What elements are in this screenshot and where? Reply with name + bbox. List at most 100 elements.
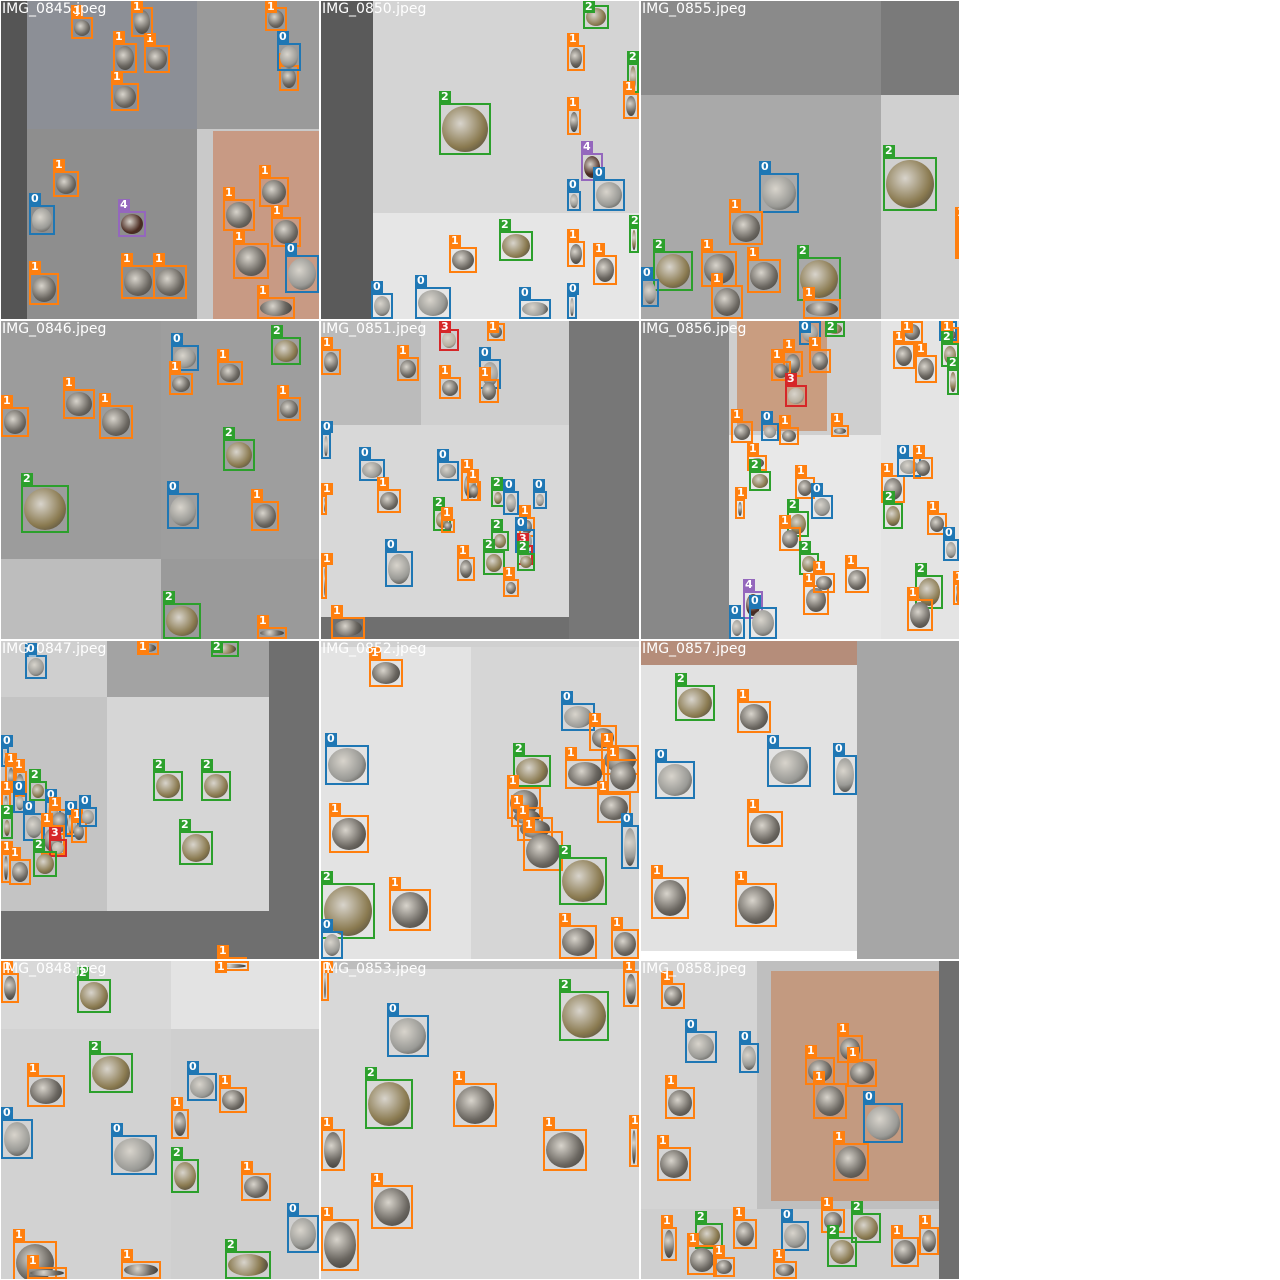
detection-box	[611, 929, 639, 959]
detection-box	[441, 519, 455, 533]
detection-box	[77, 979, 111, 1013]
class-label: 1	[511, 794, 523, 807]
detection-box	[517, 553, 535, 571]
image-tile: 2 1 0 0 0 1 1 1 IMG_0857.jpeg	[641, 641, 959, 959]
class-label: 1	[487, 321, 499, 333]
detection-box	[111, 83, 139, 111]
class-label: 1	[813, 1070, 825, 1083]
coin	[570, 298, 574, 316]
detection-box	[747, 259, 781, 293]
detection-box	[321, 931, 343, 959]
detection-box	[915, 355, 937, 383]
filename-label: IMG_0855.jpeg	[642, 1, 747, 17]
class-label: 1	[955, 207, 959, 219]
coin	[502, 234, 530, 258]
coin	[562, 994, 606, 1038]
class-label: 1	[907, 586, 919, 599]
class-label: 1	[737, 688, 749, 701]
class-label: 1	[397, 344, 409, 357]
coin	[848, 570, 866, 590]
class-label: 0	[1, 1106, 13, 1119]
detection-box	[29, 273, 59, 305]
coin	[114, 1138, 154, 1172]
class-label: 0	[519, 286, 531, 299]
coin	[30, 1078, 62, 1104]
coin	[400, 360, 416, 378]
detection-box	[483, 551, 505, 575]
detection-box	[144, 45, 170, 73]
coin	[368, 1082, 410, 1126]
class-label: 1	[1, 840, 13, 853]
class-label: 1	[821, 1196, 833, 1209]
detection-box	[927, 513, 947, 535]
class-label: 1	[121, 252, 133, 265]
class-label: 0	[479, 346, 491, 359]
detection-box	[519, 299, 551, 319]
detection-box	[813, 1083, 847, 1119]
coin	[770, 750, 808, 784]
class-label: 1	[651, 864, 663, 877]
coin	[626, 96, 636, 116]
coin	[390, 1018, 426, 1054]
coin	[4, 976, 16, 1000]
detection-box	[781, 1221, 809, 1251]
class-label: 1	[219, 1074, 231, 1087]
class-label: 3	[785, 372, 797, 385]
coin	[750, 814, 780, 844]
coin	[324, 1222, 356, 1268]
coin	[886, 506, 900, 526]
detection-box	[893, 343, 915, 369]
coin	[596, 182, 622, 208]
class-label: 1	[503, 566, 515, 579]
coin	[626, 974, 636, 1004]
class-label: 0	[371, 280, 383, 293]
filename-label: IMG_0858.jpeg	[642, 961, 747, 977]
coin	[816, 1086, 844, 1116]
class-label: 4	[118, 198, 130, 211]
coin	[124, 268, 152, 296]
image-tile: 1 0 0 1 1 1 1 1 1 0 1 2 1 0 1 2 2 1 1 1 1 1 1 IMG_0858.jpeg	[641, 961, 959, 1279]
class-label: 1	[449, 234, 461, 247]
class-label: 1	[795, 464, 807, 477]
detection-box	[1, 973, 19, 1003]
image-tile: 1 1 1 0 1 0 0 1 3 0 1 2 1 1 2 0 0 1 2 0 3 2 2 1 1 1 0 1 1 1 IMG_0851.j…	[321, 321, 639, 639]
coin	[290, 1218, 316, 1250]
coin	[32, 208, 52, 232]
class-label: 1	[661, 970, 673, 983]
class-label: 2	[321, 870, 333, 883]
coin	[506, 582, 516, 594]
class-label: 1	[321, 336, 333, 349]
class-label: 1	[371, 1172, 383, 1185]
class-label: 1	[329, 802, 341, 815]
detection-box	[153, 771, 183, 801]
coin	[456, 1086, 494, 1124]
coin	[380, 492, 398, 510]
detection-box	[321, 433, 331, 459]
photo-panel	[1, 559, 161, 639]
class-label: 1	[1, 780, 13, 793]
coin	[752, 474, 768, 488]
class-label: 4	[581, 140, 593, 153]
coin	[66, 392, 92, 416]
detection-box	[371, 1185, 413, 1229]
detection-box	[118, 211, 146, 237]
coin	[282, 68, 296, 88]
detection-box	[665, 1087, 695, 1119]
photo-panel	[321, 961, 639, 969]
class-label: 2	[799, 540, 811, 553]
class-label: 1	[27, 1254, 39, 1267]
class-label: 0	[25, 642, 37, 655]
detection-box	[947, 369, 959, 395]
class-label: 1	[831, 412, 843, 425]
coin	[916, 460, 930, 476]
class-label: 0	[685, 1018, 697, 1031]
detection-box	[559, 925, 597, 959]
coin	[418, 290, 448, 316]
coin	[214, 644, 236, 654]
filename-label: IMG_0848.jpeg	[2, 961, 107, 977]
class-label: 1	[453, 1070, 465, 1083]
class-label: 1	[321, 1206, 333, 1219]
detection-box	[359, 459, 385, 481]
class-label: 1	[171, 1096, 183, 1109]
coin	[738, 886, 774, 924]
